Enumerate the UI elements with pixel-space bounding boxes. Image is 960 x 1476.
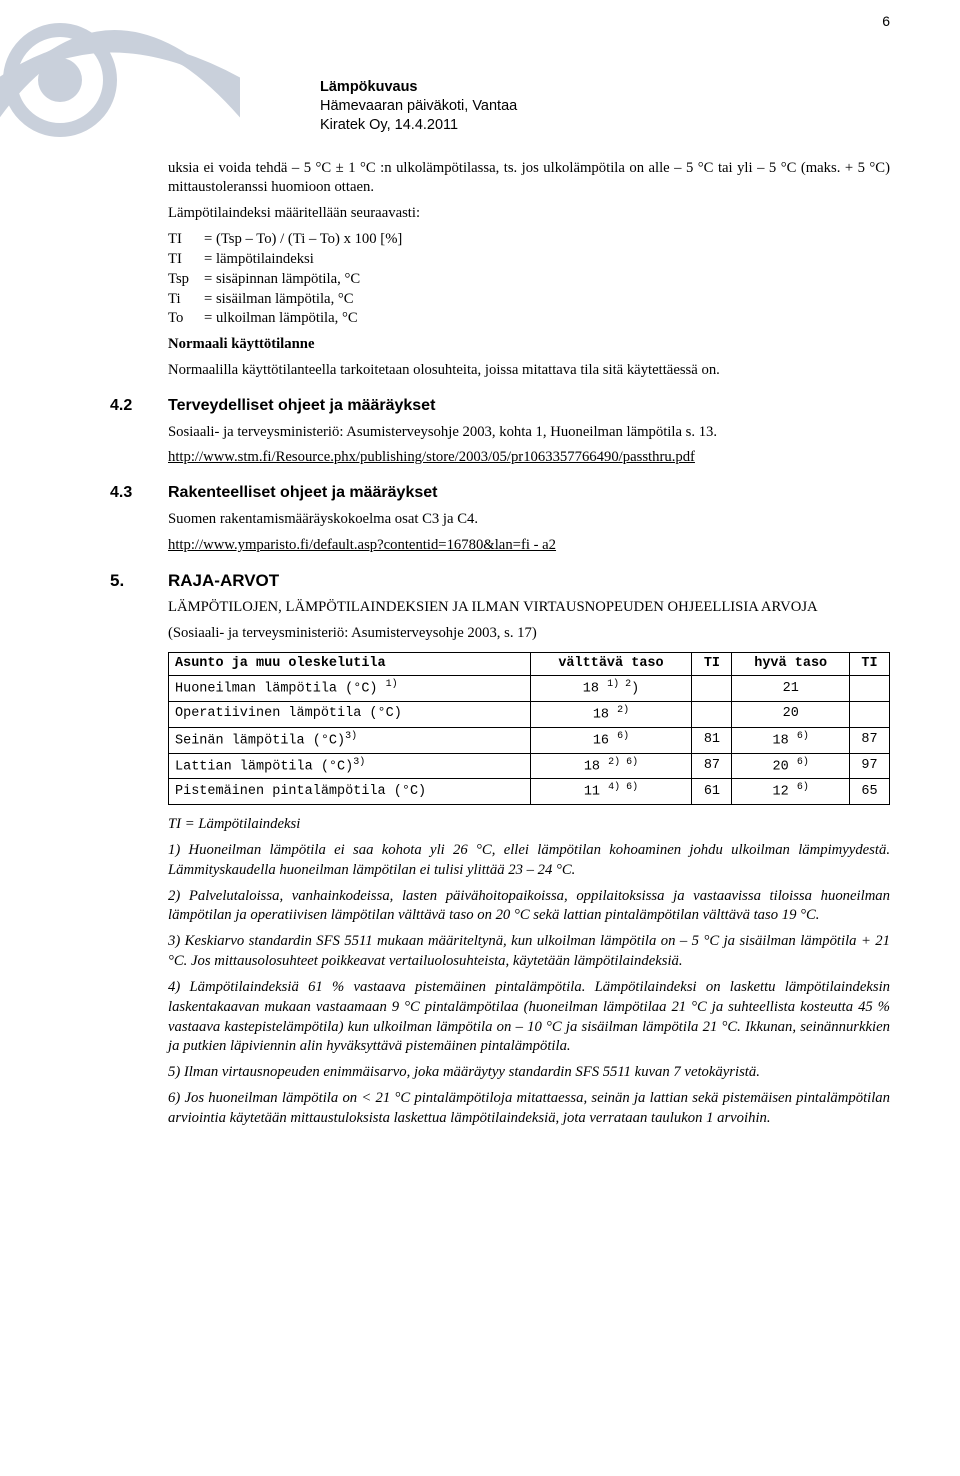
cell: 87 (692, 753, 732, 779)
section-heading: 4.3 Rakenteelliset ohjeet ja määräykset (110, 482, 890, 504)
cell: 18 1) 2) (530, 676, 692, 702)
section-number: 5. (110, 570, 168, 593)
cell: 20 6) (732, 753, 850, 779)
paragraph: uksia ei voida tehdä – 5 °C ± 1 °C :n ul… (168, 159, 890, 199)
col-header: Asunto ja muu oleskelutila (169, 653, 531, 676)
table-row: Seinän lämpötila (°C)3) 16 6) 81 18 6) 8… (169, 727, 890, 753)
cell: Lattian lämpötila (°C)3) (169, 753, 531, 779)
section-heading: 5. RAJA-ARVOT (110, 570, 890, 593)
cell: 81 (692, 727, 732, 753)
paragraph: Sosiaali- ja terveysministeriö: Asumiste… (168, 423, 890, 443)
paragraph: Suomen rakentamismääräyskokoelma osat C3… (168, 510, 890, 530)
paragraph: (Sosiaali- ja terveysministeriö: Asumist… (168, 624, 890, 644)
table-row: Lattian lämpötila (°C)3) 18 2) 6) 87 20 … (169, 753, 890, 779)
cell: 11 4) 6) (530, 779, 692, 805)
cell: 18 2) 6) (530, 753, 692, 779)
col-header: TI (849, 653, 889, 676)
definition-row: TI= lämpötilaindeksi (168, 250, 890, 270)
footnote: 4) Lämpötilaindeksiä 61 % vastaava piste… (168, 978, 890, 1057)
cell (692, 702, 732, 728)
link[interactable]: http://www.ymparisto.fi/default.asp?cont… (168, 537, 556, 553)
section-title: RAJA-ARVOT (168, 570, 279, 593)
section-heading: 4.2 Terveydelliset ohjeet ja määräykset (110, 395, 890, 417)
paragraph: Lämpötilaindeksi määritellään seuraavast… (168, 204, 890, 224)
cell (849, 702, 889, 728)
link[interactable]: http://www.stm.fi/Resource.phx/publishin… (168, 449, 695, 465)
cell: Huoneilman lämpötila (°C) 1) (169, 676, 531, 702)
col-header: hyvä taso (732, 653, 850, 676)
doc-header: Lämpökuvaus Hämevaaran päiväkoti, Vantaa… (320, 78, 890, 135)
doc-subtitle: Hämevaaran päiväkoti, Vantaa (320, 97, 890, 116)
footnote: 1) Huoneilman lämpötila ei saa kohota yl… (168, 841, 890, 881)
col-header: TI (692, 653, 732, 676)
cell (692, 676, 732, 702)
page-number: 6 (882, 12, 890, 31)
cell: 61 (692, 779, 732, 805)
cell: 97 (849, 753, 889, 779)
cell: 18 2) (530, 702, 692, 728)
threshold-table: Asunto ja muu oleskelutila välttävä taso… (168, 652, 890, 805)
cell: 16 6) (530, 727, 692, 753)
doc-title: Lämpökuvaus (320, 78, 890, 97)
page: 6 Lämpökuvaus Hämevaaran päiväkoti, Vant… (0, 0, 960, 1476)
table-row: Operatiivinen lämpötila (°C) 18 2) 20 (169, 702, 890, 728)
cell: Seinän lämpötila (°C)3) (169, 727, 531, 753)
col-header: välttävä taso (530, 653, 692, 676)
subheading: Normaali käyttötilanne (168, 335, 890, 355)
table-row: Asunto ja muu oleskelutila välttävä taso… (169, 653, 890, 676)
footnote: 6) Jos huoneilman lämpötila on < 21 °C p… (168, 1089, 890, 1129)
section-number: 4.3 (110, 482, 168, 504)
section-number: 4.2 (110, 395, 168, 417)
footnote: 3) Keskiarvo standardin SFS 5511 mukaan … (168, 932, 890, 972)
table-row: Pistemäinen pintalämpötila (°C) 11 4) 6)… (169, 779, 890, 805)
cell: 18 6) (732, 727, 850, 753)
cell: 65 (849, 779, 889, 805)
cell: 87 (849, 727, 889, 753)
footnote: 5) Ilman virtausnopeuden enimmäisarvo, j… (168, 1063, 890, 1083)
cell (849, 676, 889, 702)
table-row: Huoneilman lämpötila (°C) 1) 18 1) 2) 21 (169, 676, 890, 702)
cell: 20 (732, 702, 850, 728)
section-title: Terveydelliset ohjeet ja määräykset (168, 395, 435, 417)
cell: 21 (732, 676, 850, 702)
table-note: TI = Lämpötilaindeksi (168, 815, 890, 835)
definition-row: To= ulkoilman lämpötila, °C (168, 309, 890, 329)
cell: 12 6) (732, 779, 850, 805)
definition-row: Ti= sisäilman lämpötila, °C (168, 290, 890, 310)
paragraph: Normaalilla käyttötilanteella tarkoiteta… (168, 361, 890, 381)
footnote: 2) Palvelutaloissa, vanhainkodeissa, las… (168, 887, 890, 927)
definition-row: Tsp= sisäpinnan lämpötila, °C (168, 270, 890, 290)
definition-row: TI= (Tsp – To) / (Ti – To) x 100 [%] (168, 230, 890, 250)
cell: Operatiivinen lämpötila (°C) (169, 702, 531, 728)
section-title: Rakenteelliset ohjeet ja määräykset (168, 482, 437, 504)
cell: Pistemäinen pintalämpötila (°C) (169, 779, 531, 805)
doc-author-date: Kiratek Oy, 14.4.2011 (320, 116, 890, 135)
paragraph: LÄMPÖTILOJEN, LÄMPÖTILAINDEKSIEN JA ILMA… (168, 598, 890, 618)
